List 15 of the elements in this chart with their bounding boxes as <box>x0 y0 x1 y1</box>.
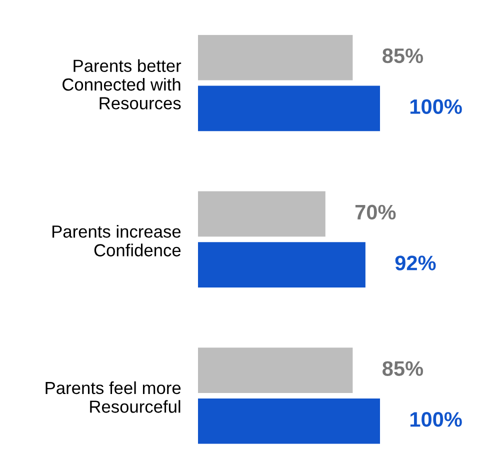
data-label: 92% <box>395 256 436 270</box>
bar <box>198 191 326 237</box>
bar <box>198 348 353 394</box>
data-label: 85% <box>382 361 424 376</box>
bar <box>198 398 380 444</box>
y-tick-label: Parents feel more Resourceful <box>46 381 181 413</box>
bar <box>198 86 380 132</box>
data-label: 85% <box>382 48 424 64</box>
y-tick-label: Parents increase Confidence <box>52 224 181 256</box>
bar <box>198 34 353 80</box>
data-label: 70% <box>355 204 396 220</box>
data-label: 100% <box>410 99 462 114</box>
data-label: 100% <box>410 412 462 427</box>
y-tick-label: Parents better Connected with Resources <box>62 59 182 110</box>
bar <box>198 242 366 288</box>
